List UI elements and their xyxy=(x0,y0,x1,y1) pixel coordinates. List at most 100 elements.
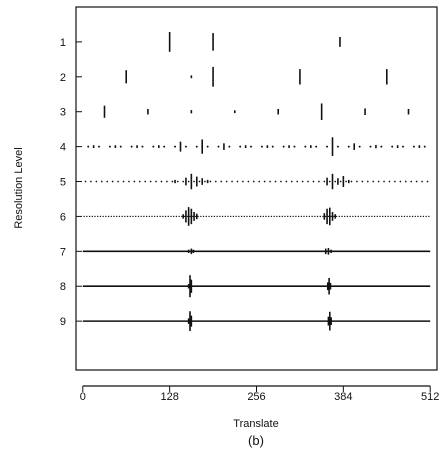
level-4-dot xyxy=(260,145,263,148)
level-4-dot xyxy=(271,145,274,148)
level-5-dot xyxy=(182,180,185,183)
level-6-dot xyxy=(140,215,142,218)
level-4-dot xyxy=(358,145,361,148)
level-6-dot xyxy=(145,215,148,218)
level-6-dot xyxy=(319,215,322,218)
level-6-dot xyxy=(254,215,256,218)
level-6-dot xyxy=(341,215,343,218)
level-4-dot xyxy=(217,145,220,148)
level-5-dot xyxy=(388,180,391,183)
level-5-dot xyxy=(312,180,315,183)
level-6-dot xyxy=(105,215,107,218)
level-5-dot xyxy=(111,180,114,183)
level-4-dot xyxy=(347,145,350,148)
level-6-dot xyxy=(121,215,123,218)
level-6-dot xyxy=(311,215,313,218)
level-6-dot xyxy=(205,215,208,218)
level-5-dot xyxy=(361,180,364,183)
level-4-dot xyxy=(336,145,339,148)
level-6-dot xyxy=(292,215,294,218)
level-5-dot xyxy=(117,180,119,183)
level-6-dot xyxy=(181,215,183,218)
level-6-dot xyxy=(99,215,102,218)
level-5-dot xyxy=(328,180,331,183)
level-6-dot xyxy=(267,215,270,218)
level-6-dot xyxy=(314,215,316,218)
level-6-dot xyxy=(422,215,425,218)
level-6-dot xyxy=(178,215,180,218)
level-5-dot xyxy=(280,180,282,183)
level-6-dot xyxy=(330,215,332,218)
level-4-dot xyxy=(130,145,133,148)
level-6-dot xyxy=(265,215,267,218)
level-6-dot xyxy=(322,215,324,218)
level-6-dot xyxy=(270,215,273,218)
level-5-dot xyxy=(242,180,244,183)
level-6-dot xyxy=(403,215,406,218)
level-5-dot xyxy=(421,180,423,183)
level-6-dot xyxy=(232,215,235,218)
x-tick-label: 0 xyxy=(80,391,86,403)
level-6-dot xyxy=(194,215,197,218)
level-6-dot xyxy=(200,215,202,218)
level-6-dot xyxy=(273,215,275,218)
level-5-dot xyxy=(187,180,190,183)
level-6-dot xyxy=(262,215,265,218)
y-tick-label: 4 xyxy=(60,142,66,154)
level-4-dot xyxy=(304,145,307,148)
y-tick-label: 3 xyxy=(60,107,66,119)
level-6-dot xyxy=(110,215,113,218)
level-5-dot xyxy=(296,180,299,183)
level-4-dot xyxy=(250,145,253,148)
level-4-dot xyxy=(141,145,144,148)
level-6-dot xyxy=(167,215,170,218)
x-tick-label: 512 xyxy=(421,391,439,403)
level-5-dot xyxy=(236,180,239,183)
x-tick-label: 128 xyxy=(160,391,178,403)
level-6-dot xyxy=(213,215,216,218)
level-4-dot xyxy=(391,145,394,148)
level-6-dot xyxy=(419,215,422,218)
level-6-dot xyxy=(371,215,373,218)
level-5-dot xyxy=(415,180,418,183)
level-4-dot xyxy=(412,145,415,148)
level-6-dot xyxy=(143,215,145,218)
x-axis-title: Translate xyxy=(233,418,278,430)
level-6-dot xyxy=(175,215,178,218)
level-5-dot xyxy=(377,180,380,183)
level-5-dot xyxy=(350,180,353,183)
level-5-dot xyxy=(95,180,98,183)
level-5-dot xyxy=(231,180,233,183)
level-6-dot xyxy=(118,215,121,218)
level-6-dot xyxy=(335,215,338,218)
level-6-dot xyxy=(300,215,303,218)
level-4-dot xyxy=(315,145,318,148)
level-5-dot xyxy=(258,180,261,183)
level-5-dot xyxy=(198,180,201,183)
level-6-dot xyxy=(346,215,349,218)
level-4-dot xyxy=(98,145,101,148)
level-6-dot xyxy=(379,215,381,218)
level-6-dot xyxy=(368,215,370,218)
level-5-dot xyxy=(204,180,206,183)
level-6-dot xyxy=(83,215,85,218)
level-6-dot xyxy=(360,215,362,218)
level-4-dot xyxy=(326,145,329,148)
level-6-dot xyxy=(406,215,408,218)
level-5-dot xyxy=(366,180,369,183)
level-4-dot xyxy=(239,145,242,148)
level-5-dot xyxy=(220,180,223,183)
y-tick-label: 8 xyxy=(60,281,66,293)
level-5-dot xyxy=(100,180,103,183)
level-6-dot xyxy=(246,215,248,218)
level-6-dot xyxy=(202,215,205,218)
level-5-dot xyxy=(144,180,147,183)
level-4-dot xyxy=(119,145,122,148)
level-5-dot xyxy=(171,180,174,183)
level-6-dot xyxy=(409,215,411,218)
level-6-dot xyxy=(303,215,305,218)
level-6-dot xyxy=(183,215,186,218)
level-6-dot xyxy=(428,215,430,218)
level-6-dot xyxy=(102,215,104,218)
level-6-dot xyxy=(425,215,427,218)
